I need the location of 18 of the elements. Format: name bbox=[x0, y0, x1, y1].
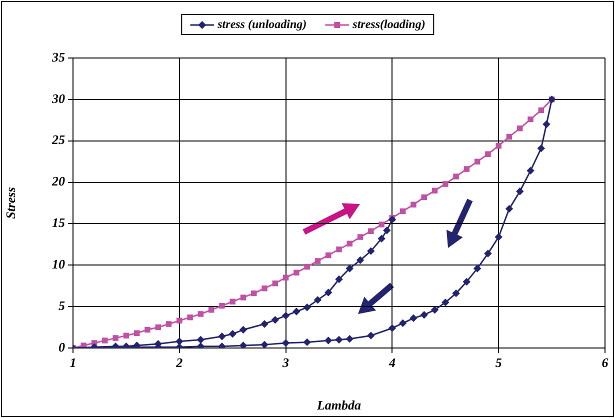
x-axis-title: Lambda bbox=[316, 398, 362, 413]
y-tick-label: 25 bbox=[51, 132, 66, 148]
x-tick-label: 4 bbox=[388, 355, 396, 370]
y-tick-label: 0 bbox=[58, 339, 66, 354]
y-tick-label: 15 bbox=[52, 215, 66, 230]
y-axis-title: Stress bbox=[3, 187, 18, 219]
legend-label: stress (unloading) bbox=[218, 17, 307, 32]
y-tick-label: 30 bbox=[51, 90, 66, 106]
y-tick-label: 20 bbox=[51, 174, 66, 189]
y-tick-label: 5 bbox=[58, 298, 66, 313]
y-tick-label: 10 bbox=[52, 256, 66, 272]
legend-label: stress(loading) bbox=[352, 17, 426, 32]
x-tick-label: 1 bbox=[70, 355, 76, 370]
x-tick-label: 3 bbox=[282, 355, 290, 370]
y-tick-label: 35 bbox=[51, 49, 66, 64]
x-tick-label: 6 bbox=[602, 355, 609, 370]
x-tick-label: 2 bbox=[175, 355, 184, 370]
x-tick-label: 5 bbox=[495, 355, 502, 370]
